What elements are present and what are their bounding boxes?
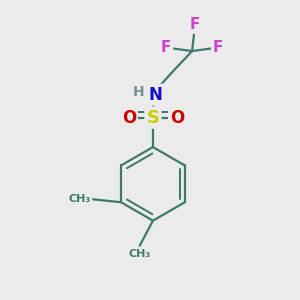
Text: CH₃: CH₃	[68, 194, 91, 204]
Text: F: F	[190, 17, 200, 32]
Text: F: F	[213, 40, 223, 55]
Text: S: S	[146, 109, 159, 127]
Text: N: N	[148, 85, 162, 103]
Text: CH₃: CH₃	[129, 249, 151, 259]
Text: H: H	[132, 85, 144, 99]
Text: O: O	[170, 109, 184, 127]
Text: F: F	[161, 40, 171, 55]
Text: O: O	[122, 109, 136, 127]
